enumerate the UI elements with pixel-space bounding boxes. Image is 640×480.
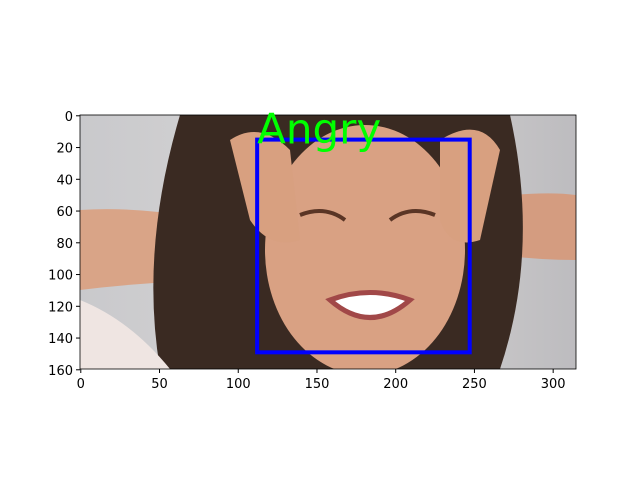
y-tick-label: 80 — [56, 237, 73, 252]
y-tick-label: 160 — [48, 364, 73, 379]
box-label: Angry — [257, 105, 381, 154]
x-tick-label: 100 — [226, 377, 251, 392]
y-tick-label: 40 — [56, 173, 73, 188]
y-tick-label: 20 — [56, 142, 73, 157]
x-tick-label: 300 — [541, 377, 566, 392]
y-tick-label: 140 — [48, 332, 73, 347]
bounding-box — [255, 137, 472, 355]
x-tick-label: 50 — [151, 377, 168, 392]
x-tick-label: 200 — [383, 377, 408, 392]
y-tick-label: 120 — [48, 300, 73, 315]
axes-frame — [79, 114, 577, 370]
photo — [80, 115, 576, 369]
y-tick-label: 100 — [48, 269, 73, 284]
x-tick-label: 250 — [462, 377, 487, 392]
x-tick-label: 0 — [77, 377, 85, 392]
y-tick-label: 0 — [65, 110, 73, 125]
x-tick-label: 150 — [305, 377, 330, 392]
y-tick-label: 60 — [56, 205, 73, 220]
